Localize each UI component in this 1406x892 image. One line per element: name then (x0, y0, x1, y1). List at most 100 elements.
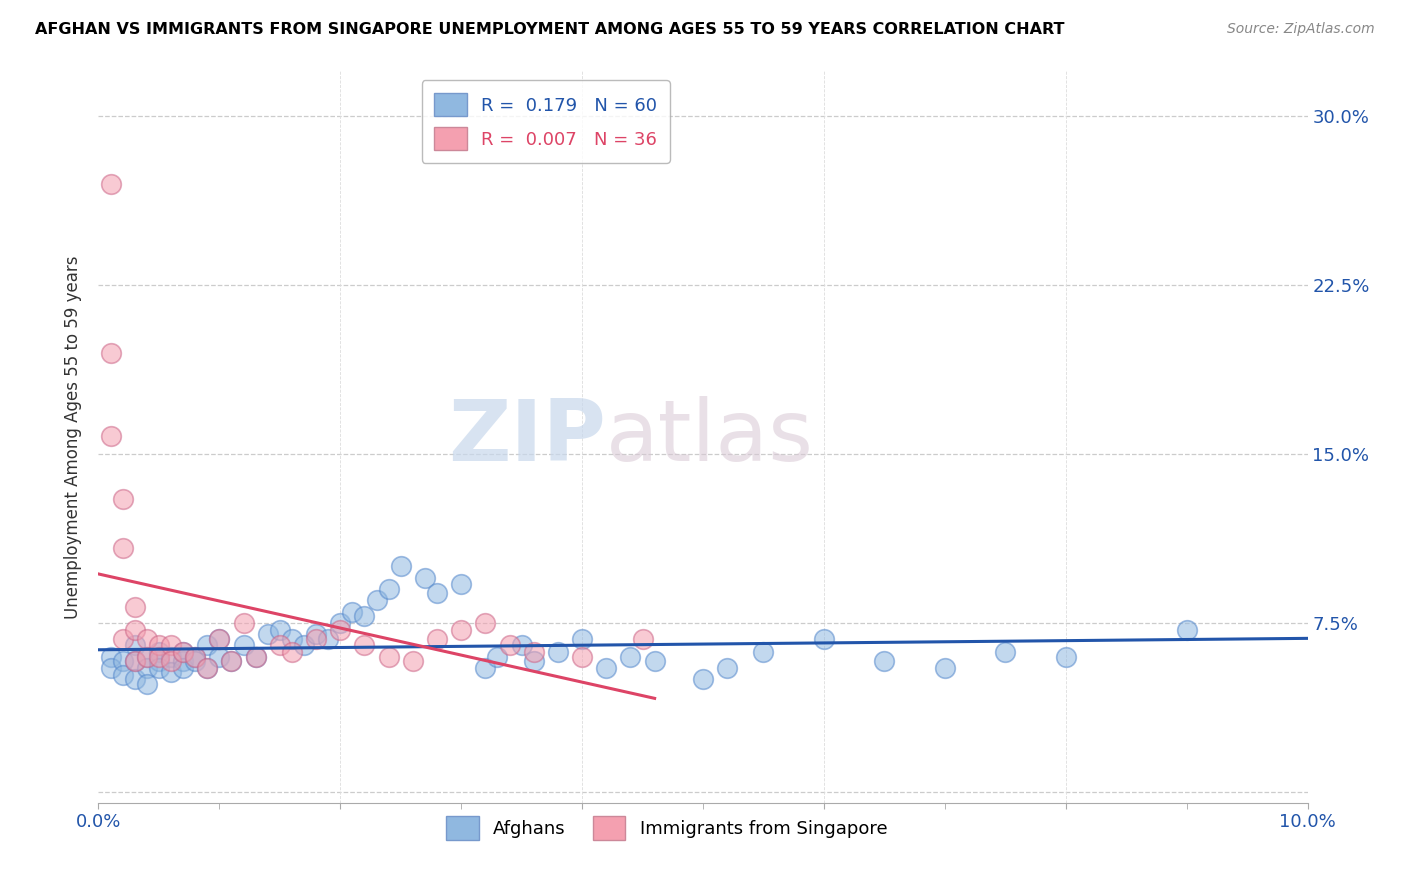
Point (184, 649, 207, 664)
Point (111, 541, 134, 556)
Point (269, 638, 291, 652)
Point (208, 649, 231, 664)
Point (510, 638, 533, 652)
Point (184, 654, 207, 668)
Point (1054, 649, 1077, 664)
Point (208, 632, 231, 646)
Point (402, 654, 425, 668)
Text: atlas: atlas (606, 395, 814, 479)
Point (474, 661, 496, 675)
Point (172, 661, 194, 675)
Point (221, 654, 243, 668)
Point (316, 632, 339, 646)
Point (389, 559, 412, 574)
Point (124, 654, 146, 668)
Point (1175, 623, 1198, 637)
Point (547, 645, 569, 659)
Point (160, 654, 183, 668)
Point (100, 661, 122, 675)
Point (571, 649, 593, 664)
Point (135, 661, 157, 675)
Point (631, 632, 654, 646)
Point (111, 632, 134, 646)
Point (124, 654, 146, 668)
Point (366, 593, 388, 607)
Point (111, 667, 134, 681)
Point (377, 649, 399, 664)
Point (329, 623, 352, 637)
Point (172, 645, 194, 659)
Text: Source: ZipAtlas.com: Source: ZipAtlas.com (1227, 22, 1375, 37)
Point (716, 661, 738, 675)
Point (305, 627, 328, 641)
Point (353, 638, 375, 652)
Point (377, 582, 399, 596)
Point (148, 645, 170, 659)
Legend: Afghans, Immigrants from Singapore: Afghans, Immigrants from Singapore (437, 807, 897, 848)
Point (523, 645, 546, 659)
Point (160, 649, 183, 664)
Point (426, 632, 449, 646)
Point (426, 586, 449, 600)
Point (281, 645, 304, 659)
Point (100, 177, 122, 191)
Point (124, 672, 146, 686)
Text: ZIP: ZIP (449, 395, 606, 479)
Point (571, 632, 593, 646)
Point (619, 649, 641, 664)
Point (124, 599, 146, 614)
Point (232, 638, 254, 652)
Point (644, 654, 666, 668)
Point (148, 654, 170, 668)
Point (305, 632, 328, 646)
Point (111, 654, 134, 668)
Point (100, 649, 122, 664)
Point (413, 571, 436, 585)
Point (450, 623, 472, 637)
Point (692, 672, 714, 686)
Point (195, 661, 218, 675)
Point (195, 661, 218, 675)
Point (994, 645, 1017, 659)
Y-axis label: Unemployment Among Ages 55 to 59 years: Unemployment Among Ages 55 to 59 years (63, 255, 82, 619)
Point (195, 638, 218, 652)
Text: AFGHAN VS IMMIGRANTS FROM SINGAPORE UNEMPLOYMENT AMONG AGES 55 TO 59 YEARS CORRE: AFGHAN VS IMMIGRANTS FROM SINGAPORE UNEM… (35, 22, 1064, 37)
Point (486, 649, 509, 664)
Point (474, 615, 496, 630)
Point (184, 649, 207, 664)
Point (172, 645, 194, 659)
Point (292, 638, 315, 652)
Point (124, 638, 146, 652)
Point (523, 654, 546, 668)
Point (100, 345, 122, 359)
Point (208, 632, 231, 646)
Point (342, 605, 364, 619)
Point (450, 577, 472, 591)
Point (148, 638, 170, 652)
Point (245, 649, 267, 664)
Point (353, 609, 375, 624)
Point (221, 654, 243, 668)
Point (135, 676, 157, 690)
Point (245, 649, 267, 664)
Point (752, 645, 775, 659)
Point (111, 491, 134, 506)
Point (135, 649, 157, 664)
Point (135, 649, 157, 664)
Point (160, 638, 183, 652)
Point (595, 661, 617, 675)
Point (135, 632, 157, 646)
Point (232, 615, 254, 630)
Point (281, 632, 304, 646)
Point (269, 623, 291, 637)
Point (148, 661, 170, 675)
Point (813, 632, 835, 646)
Point (329, 615, 352, 630)
Point (256, 627, 278, 641)
Point (148, 649, 170, 664)
Point (124, 623, 146, 637)
Point (873, 654, 896, 668)
Point (934, 661, 956, 675)
Point (100, 429, 122, 443)
Point (160, 665, 183, 680)
